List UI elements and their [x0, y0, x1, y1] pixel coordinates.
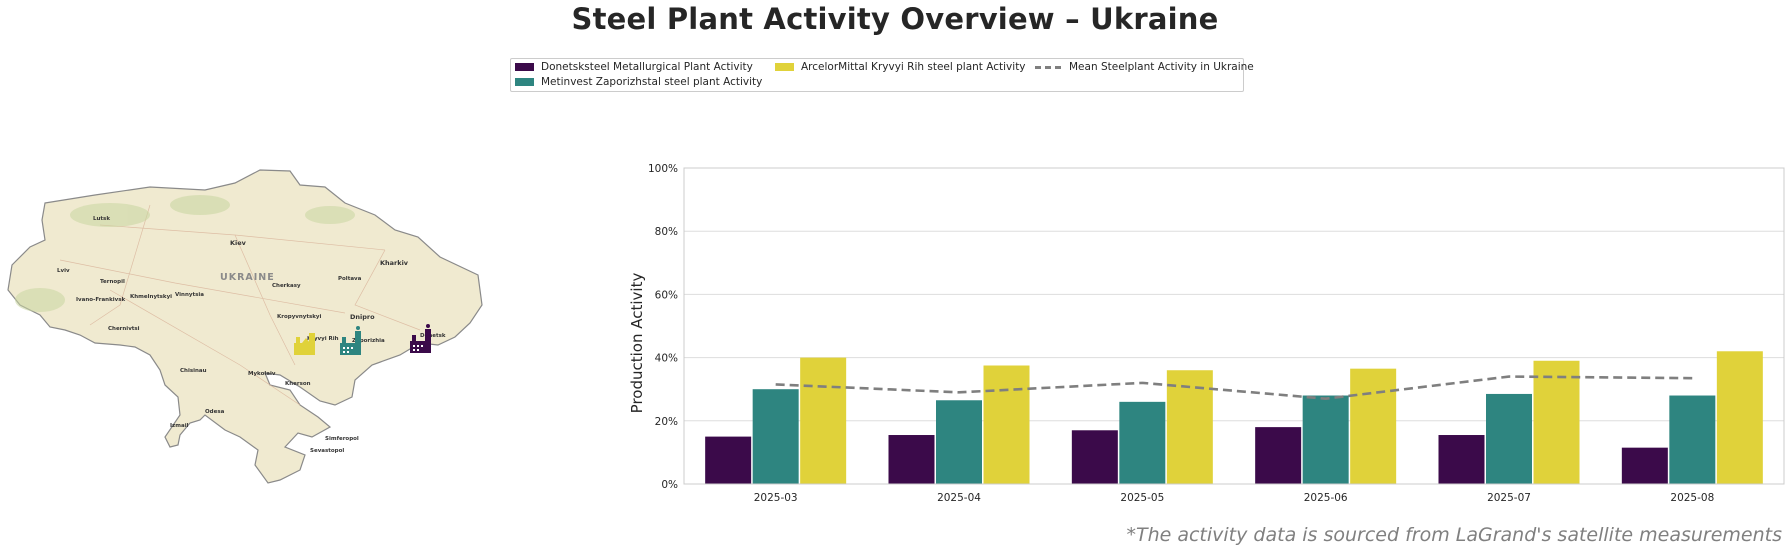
legend-swatch-mean: [1035, 65, 1061, 69]
legend-label-mean: Mean Steelplant Activity in Ukraine: [1069, 61, 1254, 73]
chart-legend: Donetsksteel Metallurgical Plant Activit…: [510, 58, 1254, 92]
ukraine-outline: [7, 169, 483, 484]
chart-bars: [705, 351, 1763, 484]
city-label: Simferopol: [325, 436, 359, 442]
city-label: Chernivtsi: [108, 326, 140, 332]
city-label: Dnipro: [350, 313, 375, 321]
map-roads: [59, 204, 421, 406]
y-tick-label: 40%: [655, 353, 678, 365]
city-label: Kryvyi Rih: [307, 336, 339, 342]
city-label: Sevastopol: [310, 448, 344, 454]
bar-donetsk: [1438, 435, 1485, 484]
city-label: Odesa: [205, 409, 225, 415]
source-note: *The activity data is sourced from LaGra…: [1126, 524, 1782, 546]
bar-kryvyi: [1533, 360, 1580, 484]
city-label: Ternopil: [100, 279, 125, 285]
bar-zaporizh: [1302, 395, 1349, 484]
y-tick-label: 0%: [661, 479, 678, 491]
activity-chart-svg: Production Activity 0% 20% 40% 60% 80% 100% 2…: [628, 163, 1785, 504]
y-tick-label: 20%: [655, 416, 678, 428]
x-tick-label: 2025-04: [937, 492, 981, 504]
legend-item-donetsk: Donetsksteel Metallurgical Plant Activit…: [515, 61, 753, 73]
legend-swatch-kryvyi: [775, 63, 794, 71]
kryvyi-factory-icon: [294, 333, 315, 355]
legend-item-zaporizh: Metinvest Zaporizhstal steel plant Activ…: [515, 76, 762, 88]
plot-frame: [683, 167, 1785, 485]
donetsk-factory-icon: [410, 324, 431, 353]
bar-zaporizh: [936, 400, 982, 484]
city-label: Lviv: [57, 268, 70, 274]
x-tick-label: 2025-03: [754, 492, 798, 504]
bar-donetsk: [705, 436, 752, 484]
x-tick-label: 2025-05: [1120, 492, 1164, 504]
map-forests: [15, 195, 355, 312]
x-tick-label: 2025-08: [1670, 492, 1714, 504]
y-axis-label: Production Activity: [628, 273, 646, 414]
city-label: Mykolaiv: [248, 371, 276, 377]
bar-donetsk: [888, 435, 935, 484]
legend-label-kryvyi: ArcelorMittal Kryvyi Rih steel plant Act…: [801, 61, 1026, 73]
city-label: Kharkiv: [380, 259, 409, 267]
legend-swatch-donetsk: [515, 63, 534, 71]
city-label: Zaporizhia: [352, 338, 385, 344]
y-tick-label: 100%: [648, 163, 678, 175]
bar-kryvyi: [1166, 370, 1213, 484]
city-label: Kiev: [230, 239, 247, 247]
city-label: Lutsk: [93, 216, 110, 222]
chart-gridlines: [684, 167, 1784, 485]
city-label: Poltava: [338, 276, 362, 282]
ukraine-map-svg: Lutsk Kiev Kharkiv Lviv Ternopil Khmelny…: [7, 169, 483, 484]
bar-zaporizh: [1669, 395, 1716, 484]
x-tick-labels: 2025-03 2025-04 2025-05 2025-06 2025-07 2025-…: [754, 492, 1715, 504]
bar-donetsk: [1621, 447, 1668, 484]
x-tick-label: 2025-06: [1304, 492, 1348, 504]
bar-zaporizh: [1486, 393, 1532, 484]
ukraine-map: Lutsk Kiev Kharkiv Lviv Ternopil Khmelny…: [0, 165, 485, 490]
bar-kryvyi: [800, 357, 847, 484]
city-label: Donetsk: [420, 333, 446, 339]
city-label: Chisinau: [180, 368, 207, 374]
x-tick-label: 2025-07: [1487, 492, 1531, 504]
city-label: Kropyvnytskyi: [277, 314, 322, 320]
bar-zaporizh: [752, 389, 799, 484]
bar-zaporizh: [1119, 401, 1166, 484]
zaporizh-factory-icon: [340, 326, 361, 355]
legend-label-donetsk: Donetsksteel Metallurgical Plant Activit…: [541, 61, 753, 73]
y-tick-label: 60%: [655, 289, 678, 301]
y-tick-label: 80%: [655, 226, 678, 238]
bar-kryvyi: [1350, 368, 1397, 484]
bar-kryvyi: [983, 365, 1030, 484]
activity-chart: Production Activity 0% 20% 40% 60% 80% 100% 2…: [620, 150, 1790, 510]
city-label: Vinnytsia: [175, 292, 204, 298]
y-tick-labels: 0% 20% 40% 60% 80% 100%: [648, 163, 678, 491]
legend-item-kryvyi: ArcelorMittal Kryvyi Rih steel plant Act…: [775, 61, 1026, 73]
bar-donetsk: [1255, 427, 1302, 484]
page-title: Steel Plant Activity Overview – Ukraine: [571, 2, 1219, 36]
bar-donetsk: [1071, 430, 1118, 484]
legend-item-mean: Mean Steelplant Activity in Ukraine: [1035, 61, 1254, 73]
legend-label-zaporizh: Metinvest Zaporizhstal steel plant Activ…: [541, 76, 763, 88]
map-country-label: UKRAINE: [220, 272, 275, 283]
legend-swatch-zaporizh: [515, 78, 534, 86]
city-label: Kherson: [285, 381, 311, 387]
city-label: Khmelnytskyi: [130, 294, 172, 300]
bar-kryvyi: [1716, 351, 1763, 484]
city-label: Ivano-Frankivsk: [76, 297, 125, 303]
city-label: Cherkasy: [272, 283, 301, 289]
city-label: Izmail: [170, 423, 189, 429]
